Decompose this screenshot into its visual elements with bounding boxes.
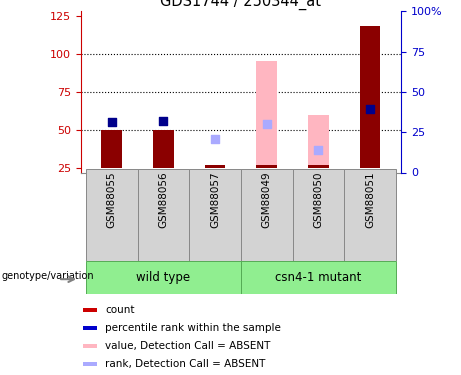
Bar <box>205 165 225 168</box>
Bar <box>308 115 329 168</box>
Text: value, Detection Call = ABSENT: value, Detection Call = ABSENT <box>105 341 271 351</box>
Point <box>160 118 167 124</box>
Bar <box>256 165 277 168</box>
Point <box>263 121 271 127</box>
Text: csn4-1 mutant: csn4-1 mutant <box>275 271 361 284</box>
Text: GSM88051: GSM88051 <box>365 171 375 228</box>
Point <box>108 119 115 125</box>
Bar <box>83 326 97 330</box>
Text: GSM88049: GSM88049 <box>262 171 272 228</box>
Bar <box>189 169 241 261</box>
Bar <box>360 27 380 168</box>
Point <box>366 106 374 112</box>
Text: rank, Detection Call = ABSENT: rank, Detection Call = ABSENT <box>105 359 266 369</box>
Text: genotype/variation: genotype/variation <box>1 271 94 281</box>
Bar <box>344 169 396 261</box>
Bar <box>83 362 97 366</box>
Text: GSM88055: GSM88055 <box>106 171 117 228</box>
Bar <box>101 130 122 168</box>
Bar <box>241 169 293 261</box>
Bar <box>137 169 189 261</box>
Bar <box>83 308 97 312</box>
Title: GDS1744 / 250344_at: GDS1744 / 250344_at <box>160 0 321 10</box>
Bar <box>153 130 174 168</box>
Bar <box>293 169 344 261</box>
Bar <box>86 169 137 261</box>
Text: GSM88056: GSM88056 <box>159 171 168 228</box>
Bar <box>205 165 225 168</box>
Text: GSM88050: GSM88050 <box>313 171 323 228</box>
Text: count: count <box>105 305 135 315</box>
Bar <box>308 165 329 168</box>
Point <box>315 147 322 153</box>
Bar <box>256 62 277 168</box>
Point <box>211 136 219 142</box>
Text: GSM88057: GSM88057 <box>210 171 220 228</box>
Bar <box>86 261 241 294</box>
Text: percentile rank within the sample: percentile rank within the sample <box>105 323 281 333</box>
Bar <box>241 261 396 294</box>
Bar <box>83 344 97 348</box>
Text: wild type: wild type <box>136 271 190 284</box>
